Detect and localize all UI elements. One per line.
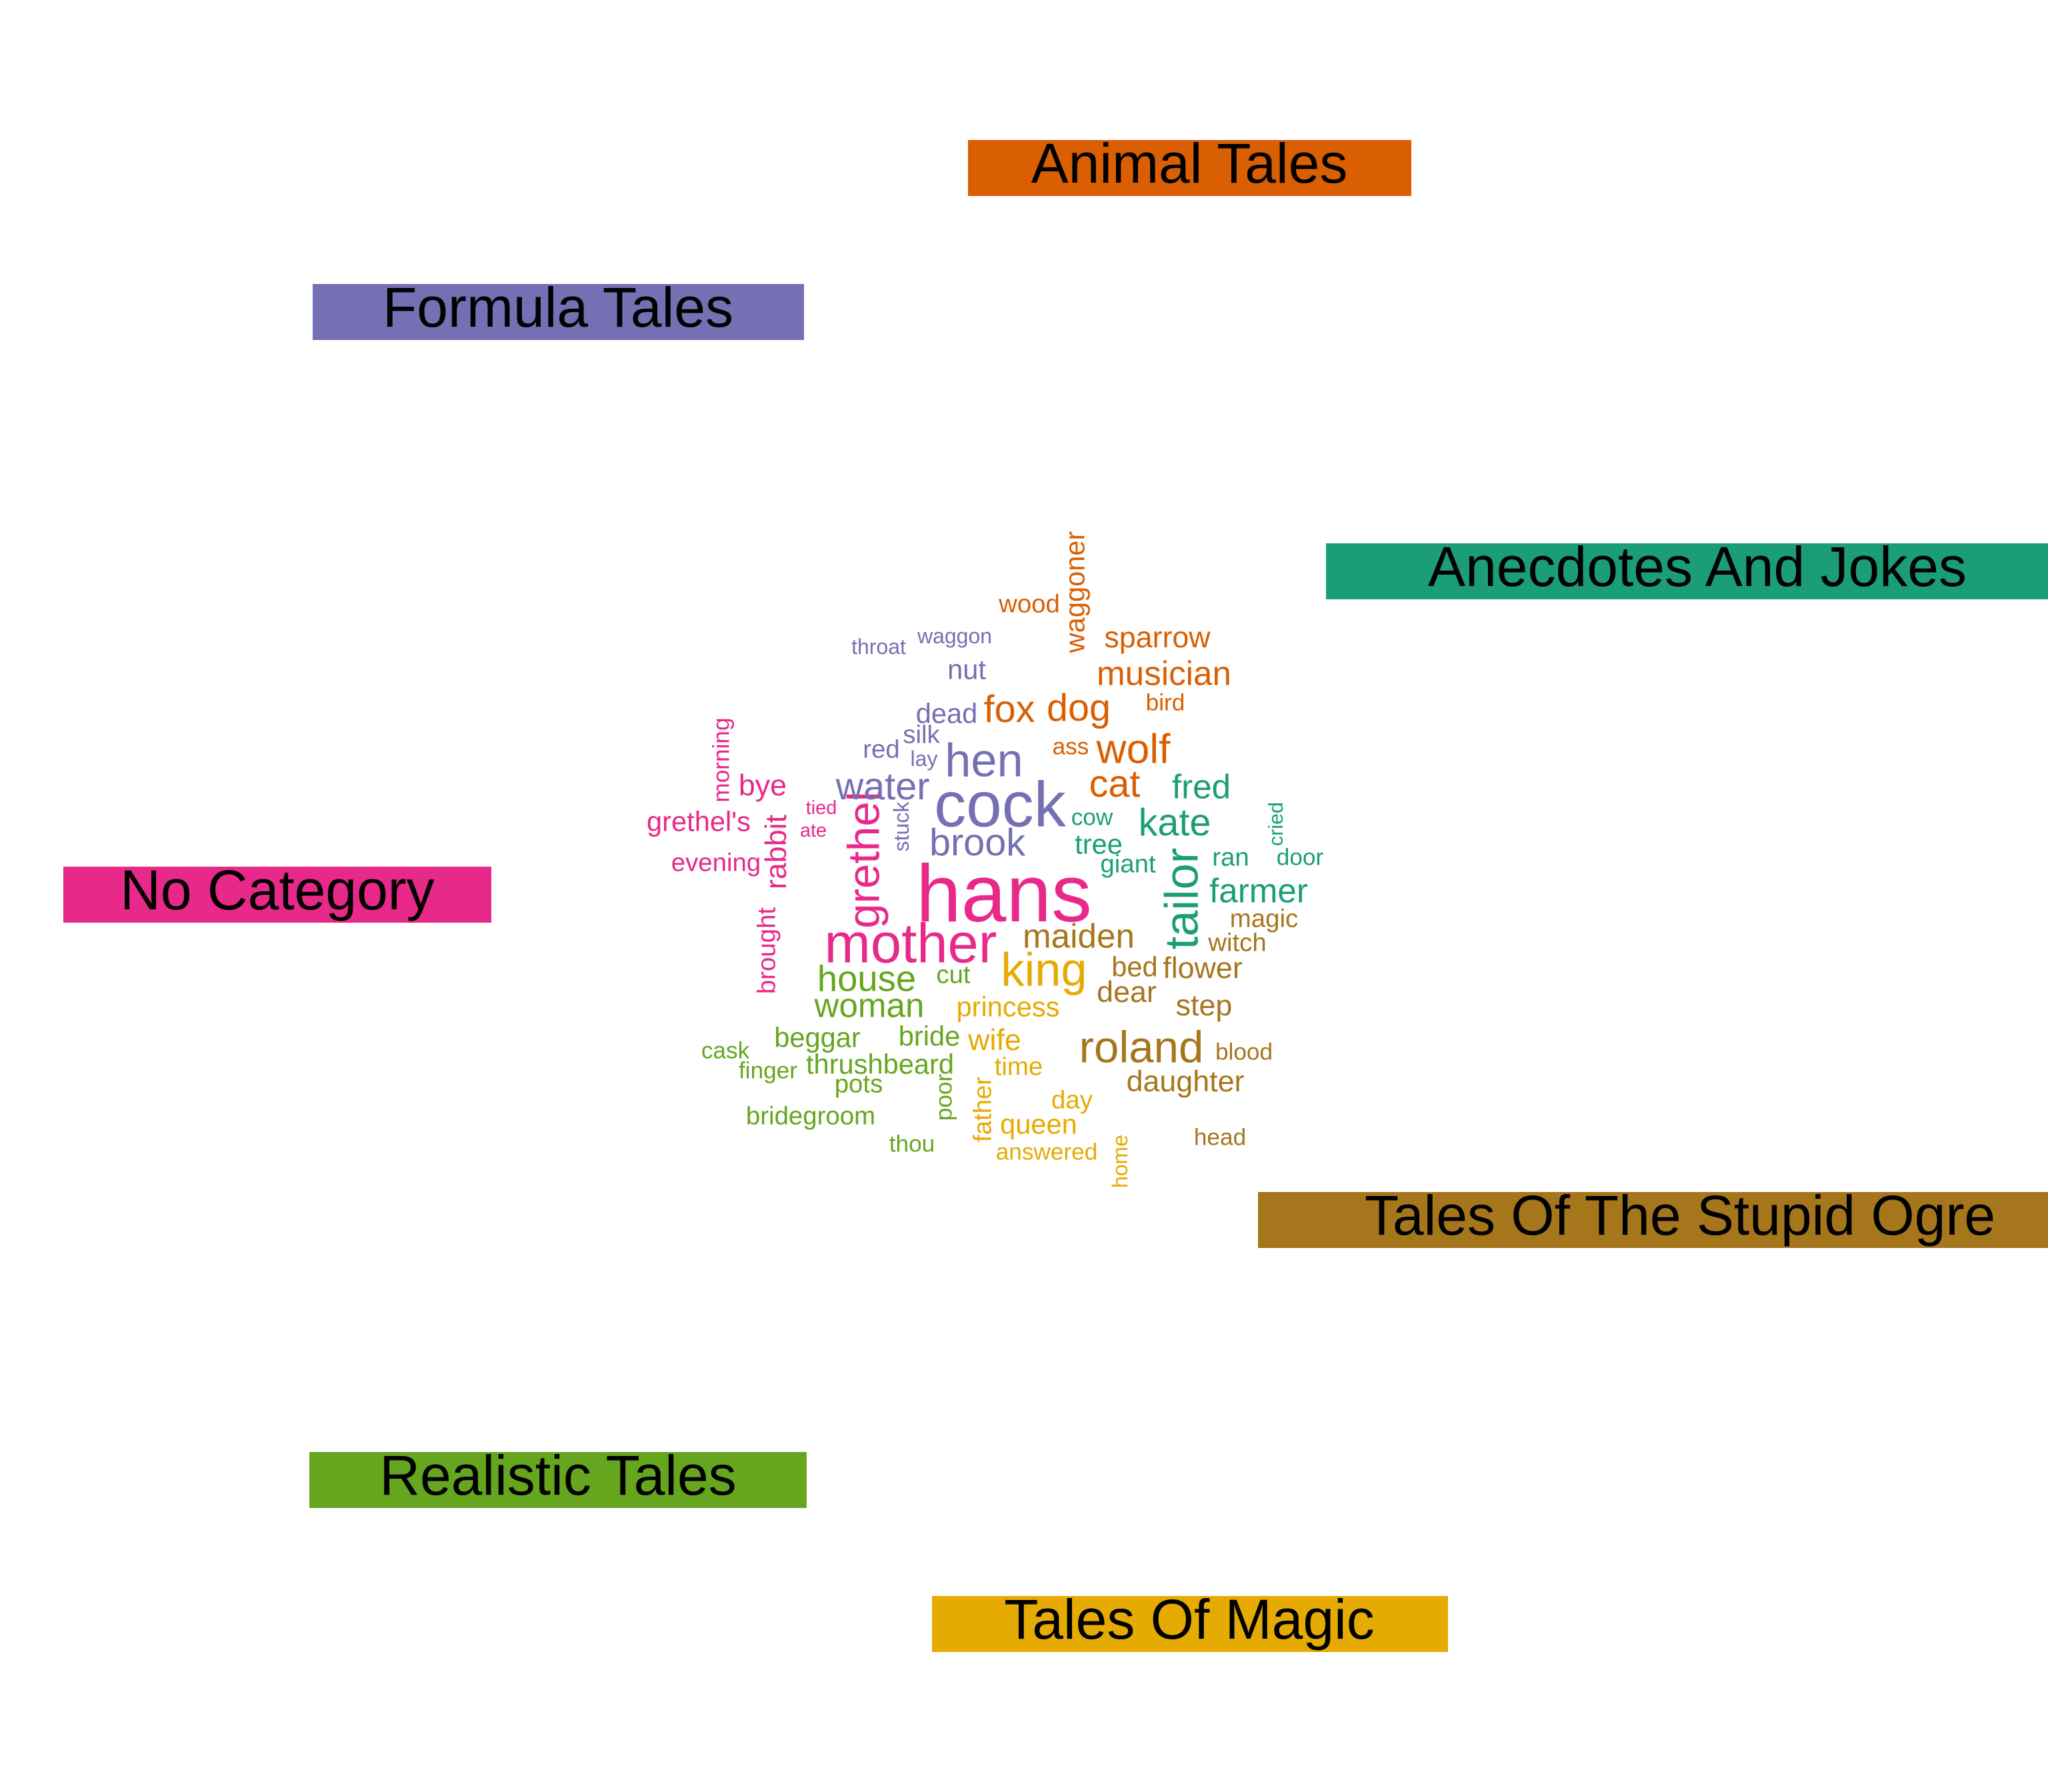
word-answered: answered (996, 1139, 1098, 1165)
word-dead: dead (916, 698, 978, 729)
word-flower: flower (1163, 951, 1243, 985)
category-label-ogre: Tales Of The Stupid Ogre (1365, 1184, 1995, 1247)
word-fox: fox (984, 688, 1035, 731)
word-tailor: tailor (1155, 848, 1208, 950)
word-thou: thou (889, 1131, 935, 1157)
word-pots: pots (835, 1070, 883, 1099)
word-bird: bird (1146, 690, 1185, 716)
word-door: door (1277, 845, 1324, 871)
word-farmer: farmer (1209, 872, 1308, 910)
word-poor: poor (931, 1074, 957, 1121)
word-stuck: stuck (889, 801, 913, 852)
word-grethels: grethel's (647, 806, 751, 837)
category-label-nocat: No Category (120, 859, 435, 921)
category-box-nocat (63, 867, 491, 923)
word-ass: ass (1053, 734, 1089, 760)
word-cut: cut (936, 961, 971, 989)
word-cock: cock (934, 769, 1066, 841)
word-witch: witch (1207, 929, 1266, 957)
word-step: step (1176, 989, 1233, 1022)
word-queen: queen (1000, 1109, 1077, 1140)
word-wife: wife (967, 1023, 1021, 1057)
category-box-magic (932, 1596, 1448, 1652)
word-mother: mother (825, 913, 997, 975)
word-tree: tree (1075, 829, 1123, 860)
word-nut: nut (947, 654, 986, 685)
word-giant: giant (1100, 850, 1156, 879)
word-evening: evening (671, 849, 761, 877)
word-time: time (995, 1053, 1043, 1081)
word-dog: dog (1047, 687, 1111, 729)
word-musician: musician (1097, 655, 1231, 693)
word-wolf: wolf (1096, 727, 1171, 773)
word-home: home (1108, 1135, 1132, 1188)
category-label-magic: Tales Of Magic (1004, 1588, 1375, 1651)
word-head: head (1194, 1125, 1246, 1151)
word-thrushbeard: thrushbeard (806, 1049, 954, 1080)
word-lay: lay (911, 747, 938, 771)
word-cow: cow (1071, 805, 1113, 831)
word-throat: throat (851, 635, 906, 659)
word-bride: bride (899, 1021, 961, 1052)
word-waggon: waggon (917, 624, 992, 648)
word-roland: roland (1079, 1023, 1204, 1073)
word-water: water (835, 765, 930, 808)
word-maiden: maiden (1023, 917, 1135, 955)
category-box-realistic (309, 1452, 807, 1508)
word-brook: brook (929, 821, 1025, 864)
word-princess: princess (957, 991, 1060, 1023)
word-magic: magic (1230, 905, 1298, 933)
word-hen: hen (945, 734, 1023, 787)
category-box-formula (313, 284, 804, 340)
word-wood: wood (998, 590, 1060, 619)
category-label-animal: Animal Tales (1031, 132, 1348, 195)
category-box-animal (968, 140, 1411, 196)
word-beggar: beggar (774, 1022, 861, 1053)
word-tied: tied (806, 797, 837, 819)
word-king: king (1001, 943, 1087, 996)
word-ate: ate (800, 820, 827, 841)
category-label-formula: Formula Tales (383, 276, 733, 339)
word-ran: ran (1212, 843, 1249, 872)
word-cask: cask (701, 1038, 750, 1064)
word-kate: kate (1139, 801, 1211, 844)
word-house: house (817, 959, 916, 999)
word-sparrow: sparrow (1104, 621, 1211, 654)
word-dear: dear (1097, 975, 1157, 1009)
category-label-anecdotes: Anecdotes And Jokes (1428, 535, 1967, 598)
word-cried: cried (1265, 802, 1287, 846)
word-fred: fred (1172, 768, 1231, 806)
word-blood: blood (1215, 1039, 1273, 1065)
word-finger: finger (739, 1058, 797, 1084)
word-rabbit: rabbit (759, 814, 793, 889)
word-silk: silk (903, 721, 940, 749)
category-box-ogre (1258, 1192, 2048, 1248)
word-cat: cat (1089, 763, 1141, 805)
word-waggoner: waggoner (1059, 531, 1091, 654)
word-hans: hans (916, 848, 1092, 939)
word-grethel: grethel (839, 791, 889, 928)
word-morning: morning (709, 717, 735, 802)
word-day: day (1051, 1086, 1093, 1115)
word-bed: bed (1111, 951, 1157, 983)
word-brought: brought (753, 907, 781, 995)
word-bridegroom: bridegroom (746, 1102, 875, 1131)
word-bye: bye (739, 769, 787, 802)
category-label-realistic: Realistic Tales (379, 1444, 736, 1507)
category-box-anecdotes (1326, 543, 2048, 599)
word-father: father (969, 1077, 997, 1142)
word-daughter: daughter (1127, 1065, 1245, 1098)
word-red: red (863, 735, 900, 764)
word-woman: woman (813, 987, 924, 1025)
